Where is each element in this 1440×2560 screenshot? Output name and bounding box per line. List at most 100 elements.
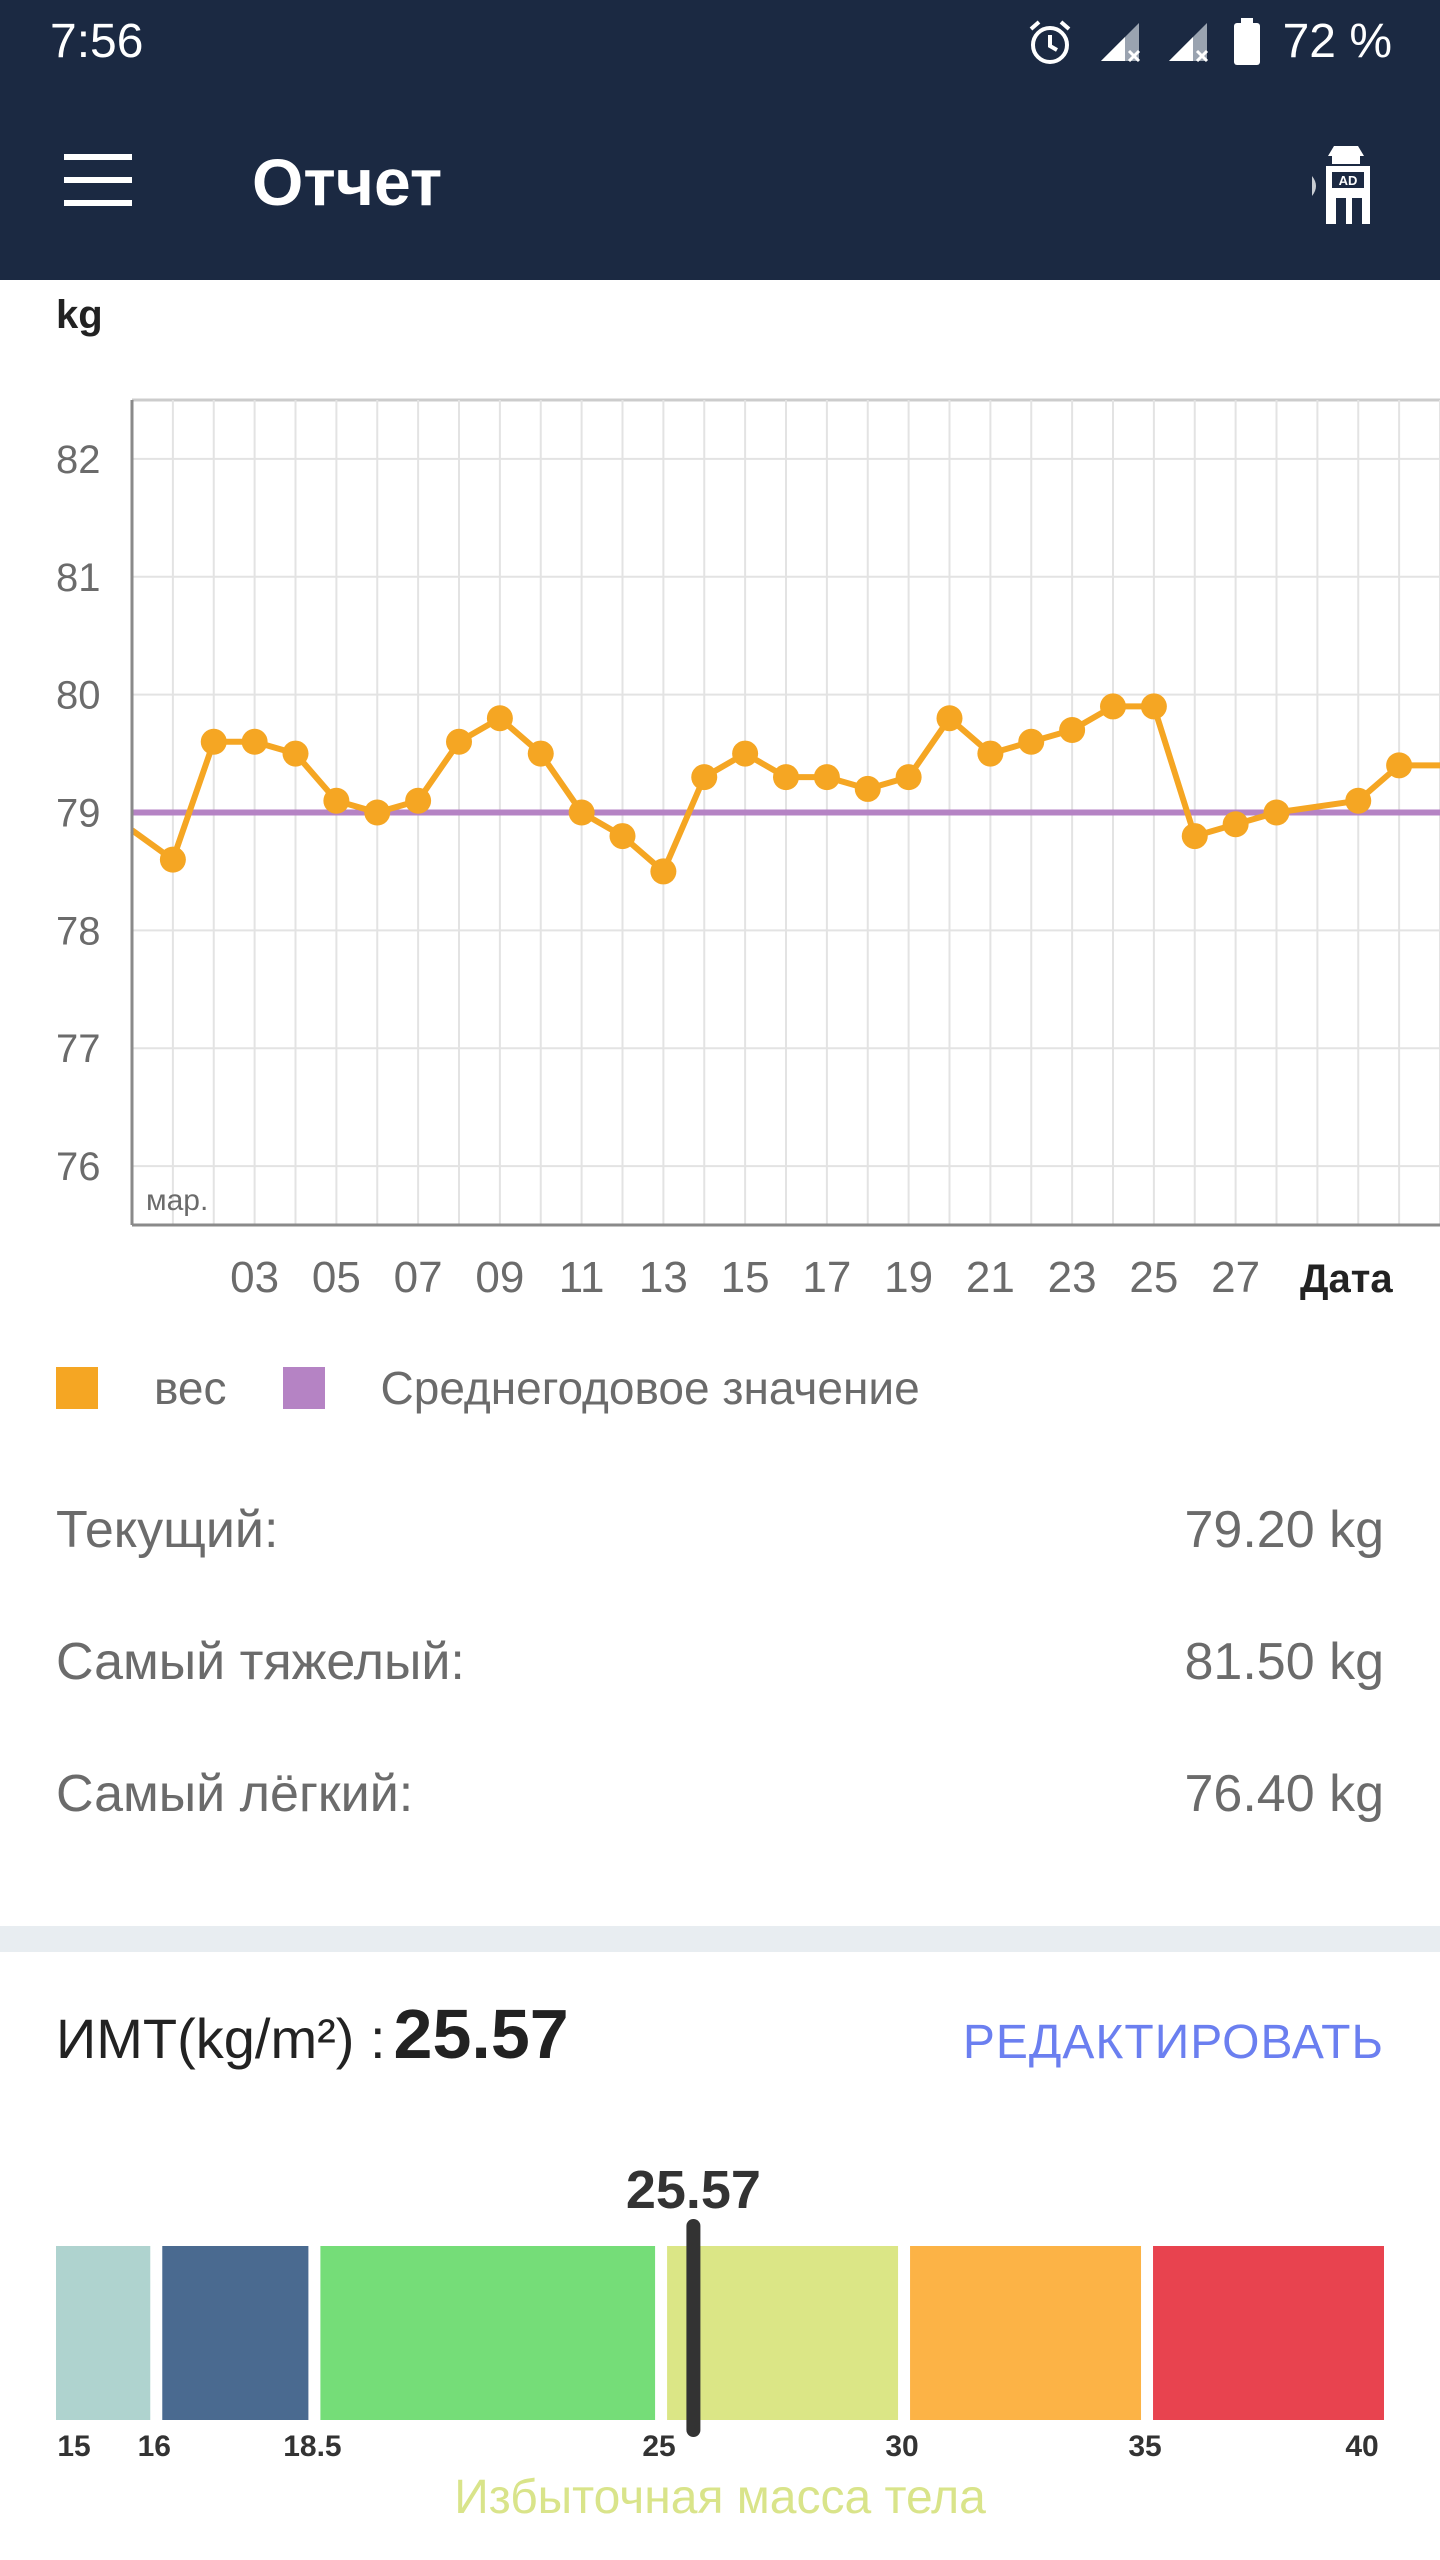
- data-point: [1386, 752, 1413, 779]
- legend-swatch-weight: [56, 1367, 98, 1409]
- x-tick-label: 05: [312, 1253, 361, 1302]
- signal-icon: [1100, 22, 1140, 62]
- stat-label: Самый тяжелый:: [56, 1633, 465, 1691]
- x-tick-label: 13: [639, 1253, 688, 1302]
- x-tick-label: 27: [1211, 1253, 1260, 1302]
- x-axis-label: Дата: [1300, 1257, 1393, 1301]
- weight-stats: Текущий: 79.20 kg Самый тяжелый: 81.50 k…: [56, 1500, 1384, 1896]
- bmi-segment: [56, 2246, 151, 2420]
- data-point: [200, 728, 227, 755]
- data-point: [691, 764, 718, 791]
- section-divider: [0, 1926, 1440, 1952]
- y-tick-label: 76: [56, 1145, 101, 1189]
- y-tick-label: 78: [56, 909, 101, 953]
- month-label: мар.: [146, 1184, 208, 1217]
- y-tick-label: 79: [56, 792, 101, 836]
- y-tick-label: 82: [56, 438, 101, 482]
- x-tick-label: 17: [802, 1253, 851, 1302]
- bmi-marker-value: 25.57: [626, 2160, 761, 2220]
- data-point: [1018, 728, 1045, 755]
- x-tick-label: 09: [475, 1253, 524, 1302]
- data-point: [650, 858, 677, 885]
- data-point: [159, 846, 186, 873]
- data-point: [568, 799, 595, 826]
- battery-icon: [1233, 17, 1260, 65]
- data-point: [732, 740, 759, 767]
- weight-chart: kg 82 81 80 79 78 77 76 03 05 07 09 11 13 15 17 19 21 23 2…: [0, 280, 1440, 1360]
- x-tick-label: 07: [394, 1253, 443, 1302]
- bmi-value: 25.57: [393, 1995, 569, 2073]
- status-icons: 72 %: [1025, 14, 1392, 69]
- y-tick-label: 77: [56, 1027, 101, 1071]
- legend-label-average: Среднегодовое значение: [380, 1362, 920, 1414]
- x-tick-label: 15: [721, 1253, 770, 1302]
- bmi-tick-label: 18.5: [283, 2430, 341, 2460]
- bmi-label: ИМТ(kg/m²) :: [56, 2007, 386, 2070]
- x-tick-label: 21: [966, 1253, 1015, 1302]
- bmi-scale: 15 16 18.5 25 30 35 40 25.57: [0, 2160, 1440, 2560]
- legend-label-weight: вес: [154, 1362, 227, 1414]
- signal-icon: [1168, 22, 1208, 62]
- data-point: [323, 787, 350, 814]
- bmi-segment: [910, 2246, 1142, 2420]
- data-point: [486, 705, 513, 732]
- data-point: [405, 787, 432, 814]
- stat-label: Текущий:: [56, 1501, 279, 1559]
- battery-level: 72 %: [1282, 15, 1392, 68]
- weight-chart-svg: kg 82 81 80 79 78 77 76 03 05 07 09 11 13 15 17 19 21 23 2…: [56, 293, 1440, 1302]
- data-point: [773, 764, 799, 791]
- app-bar: 7:56 72 % Отчет AD: [0, 0, 1440, 280]
- chart-legend: вес Среднегодовое значение: [56, 1358, 976, 1418]
- y-tick-label: 80: [56, 674, 101, 718]
- data-point: [364, 799, 391, 826]
- data-point: [527, 740, 554, 767]
- data-point: [1181, 823, 1208, 850]
- bmi-segment: [162, 2246, 309, 2420]
- bmi-tick-label: 25: [642, 2430, 675, 2460]
- stat-value: 81.50 kg: [1184, 1633, 1385, 1691]
- data-point: [1100, 693, 1126, 720]
- svg-text:AD: AD: [1339, 173, 1358, 188]
- ad-castle-icon[interactable]: AD: [1310, 142, 1382, 226]
- bmi-tick-label: 35: [1128, 2430, 1161, 2460]
- x-tick-label: 11: [559, 1253, 605, 1302]
- data-point: [1140, 693, 1167, 720]
- x-tick-label: 25: [1129, 1253, 1178, 1302]
- data-point: [1345, 787, 1372, 814]
- data-point: [446, 728, 472, 755]
- menu-icon[interactable]: [64, 150, 132, 210]
- x-tick-label: 19: [884, 1253, 933, 1302]
- data-point: [936, 705, 963, 732]
- x-tick-label: 03: [230, 1253, 279, 1302]
- bmi-tick-label: 40: [1345, 2430, 1378, 2460]
- legend-swatch-average: [282, 1367, 325, 1409]
- y-axis-label: kg: [56, 293, 103, 337]
- bmi-tick-label: 16: [138, 2430, 171, 2460]
- alarm-icon: [1029, 19, 1070, 64]
- y-tick-label: 81: [56, 556, 101, 600]
- data-point: [241, 728, 268, 755]
- stat-value: 79.20 kg: [1184, 1501, 1385, 1559]
- data-point: [1263, 799, 1290, 826]
- data-point: [609, 823, 636, 850]
- edit-button[interactable]: РЕДАКТИРОВАТЬ: [962, 2016, 1384, 2069]
- bmi-segment: [667, 2246, 899, 2420]
- bmi-header: ИМТ(kg/m²) : 25.57 РЕДАКТИРОВАТЬ: [56, 1994, 1384, 2074]
- stat-value: 76.40 kg: [1184, 1765, 1385, 1823]
- bmi-tick-label: 15: [57, 2430, 90, 2460]
- data-point: [977, 740, 1004, 767]
- bmi-segment: [320, 2246, 656, 2420]
- status-time: 7:56: [50, 15, 144, 68]
- data-point: [854, 775, 881, 802]
- stat-label: Самый лёгкий:: [56, 1765, 414, 1823]
- data-point: [895, 764, 922, 791]
- data-point: [282, 740, 309, 767]
- data-point: [813, 764, 840, 791]
- data-point: [1222, 811, 1249, 838]
- stat-lightest: Самый лёгкий: 76.40 kg: [56, 1764, 1384, 1896]
- bmi-tick-label: 30: [885, 2430, 918, 2460]
- x-tick-label: 23: [1048, 1253, 1097, 1302]
- stat-current: Текущий: 79.20 kg: [56, 1500, 1384, 1632]
- bmi-category: Избыточная масса тела: [454, 2471, 986, 2524]
- bmi-scale-svg: 15 16 18.5 25 30 35 40 25.57: [56, 2160, 1384, 2463]
